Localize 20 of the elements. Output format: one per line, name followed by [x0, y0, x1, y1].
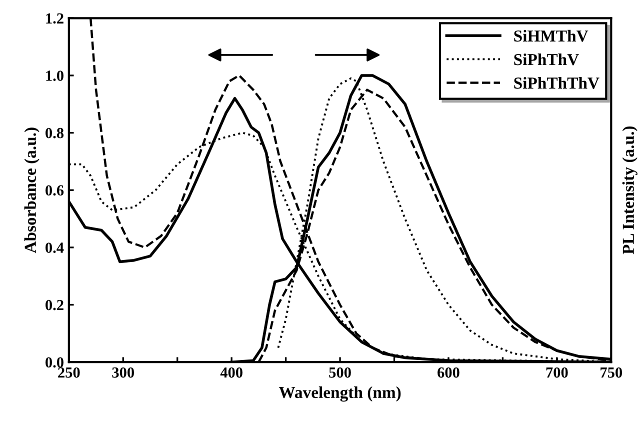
x-tick-label: 300	[112, 367, 134, 378]
legend-label: SiPhThThV	[514, 77, 600, 89]
x-tick-label: 600	[438, 367, 460, 378]
y-tick-label: 0.6	[46, 185, 64, 196]
y2-axis-title: PL Intensity (a.u.)	[622, 126, 638, 254]
y-tick-label: 0.0	[46, 357, 64, 368]
x-tick-label: 750	[600, 367, 622, 378]
y-tick-label: 1.2	[46, 13, 64, 24]
y-tick-label: 0.8	[46, 128, 64, 138]
y-axis-title: Absorbance (a.u.)	[24, 128, 40, 254]
y-tick-label: 0.4	[46, 242, 64, 253]
x-tick-label: 400	[220, 367, 242, 378]
x-tick-label: 700	[546, 367, 568, 378]
x-tick-label: 500	[329, 367, 351, 378]
x-tick-label: 250	[58, 367, 80, 378]
x-axis-title: Wavelength (nm)	[278, 386, 401, 402]
legend-label: SiHMThV	[514, 30, 588, 42]
y-tick-label: 0.2	[46, 300, 64, 310]
legend-label: SiPhThV	[514, 53, 579, 66]
y-tick-label: 1.0	[46, 70, 64, 81]
